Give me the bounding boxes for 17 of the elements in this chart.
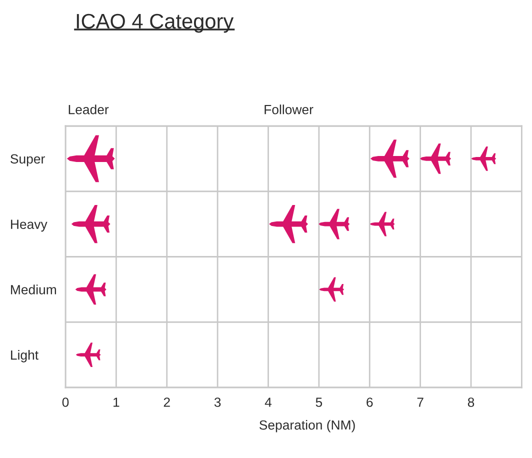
- y-tick-label: Medium: [11, 284, 56, 294]
- y-tick-label: Light: [11, 350, 38, 362]
- text: Follower: [264, 104, 314, 114]
- x-tick-label: 6: [366, 398, 373, 407]
- chart-title: ICAO 4 Category: [76, 14, 234, 33]
- y-tick-label: Heavy: [11, 220, 48, 232]
- x-tick-label: 5: [316, 398, 322, 407]
- x-tick-label: 1: [114, 398, 120, 407]
- x-tick-label: 8: [468, 398, 474, 407]
- x-tick-label: 2: [164, 398, 170, 407]
- text: Leader: [68, 104, 109, 114]
- y-tick-label: Super: [10, 154, 45, 166]
- x-tick-label: 7: [417, 398, 424, 407]
- x-axis-title: Separation (NM): [259, 420, 355, 432]
- x-tick-label: 4: [264, 398, 272, 407]
- x-tick-label: 0: [62, 398, 69, 407]
- x-tick-label: 3: [214, 398, 221, 407]
